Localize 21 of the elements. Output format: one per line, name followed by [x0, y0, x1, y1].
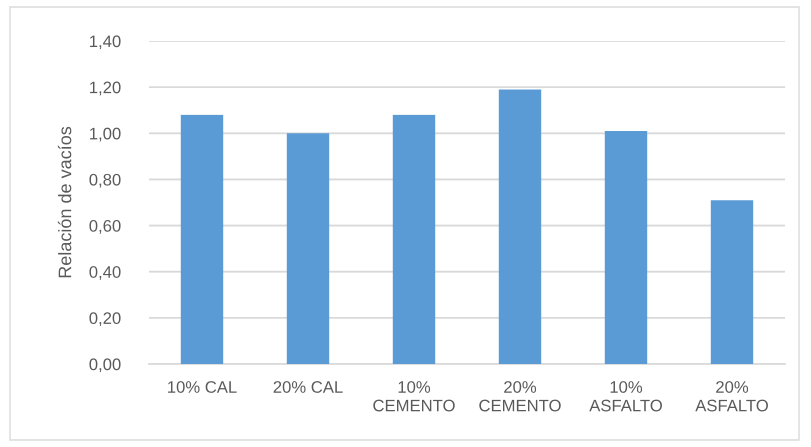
x-tick-label: 10% CEMENTO	[373, 381, 455, 412]
x-tick-label: 20% CEMENTO	[479, 381, 561, 412]
bar	[180, 114, 224, 364]
x-tick-label: 10% CAL	[168, 381, 237, 393]
y-tick-label: 1,20	[90, 82, 121, 96]
y-tick-label: 0,00	[89, 358, 121, 372]
x-tick-label: 20% ASFALTO	[695, 381, 768, 412]
bar	[710, 200, 754, 364]
y-tick-label: 0,80	[89, 174, 121, 188]
x-tick-label: 20% CAL	[274, 381, 343, 393]
y-tick-label: 0,60	[89, 220, 121, 234]
y-axis-title: Relación de vacíos	[58, 126, 72, 278]
bar	[604, 130, 648, 364]
bar	[392, 114, 436, 364]
y-tick-label: 1,40	[90, 35, 121, 50]
y-tick-label: 1,00	[90, 128, 121, 142]
x-tick-label: 10% ASFALTO	[589, 381, 662, 412]
bar	[498, 89, 542, 364]
y-tick-label: 0,40	[89, 266, 121, 280]
y-tick-label: 0,20	[89, 312, 121, 326]
bar	[286, 133, 330, 364]
